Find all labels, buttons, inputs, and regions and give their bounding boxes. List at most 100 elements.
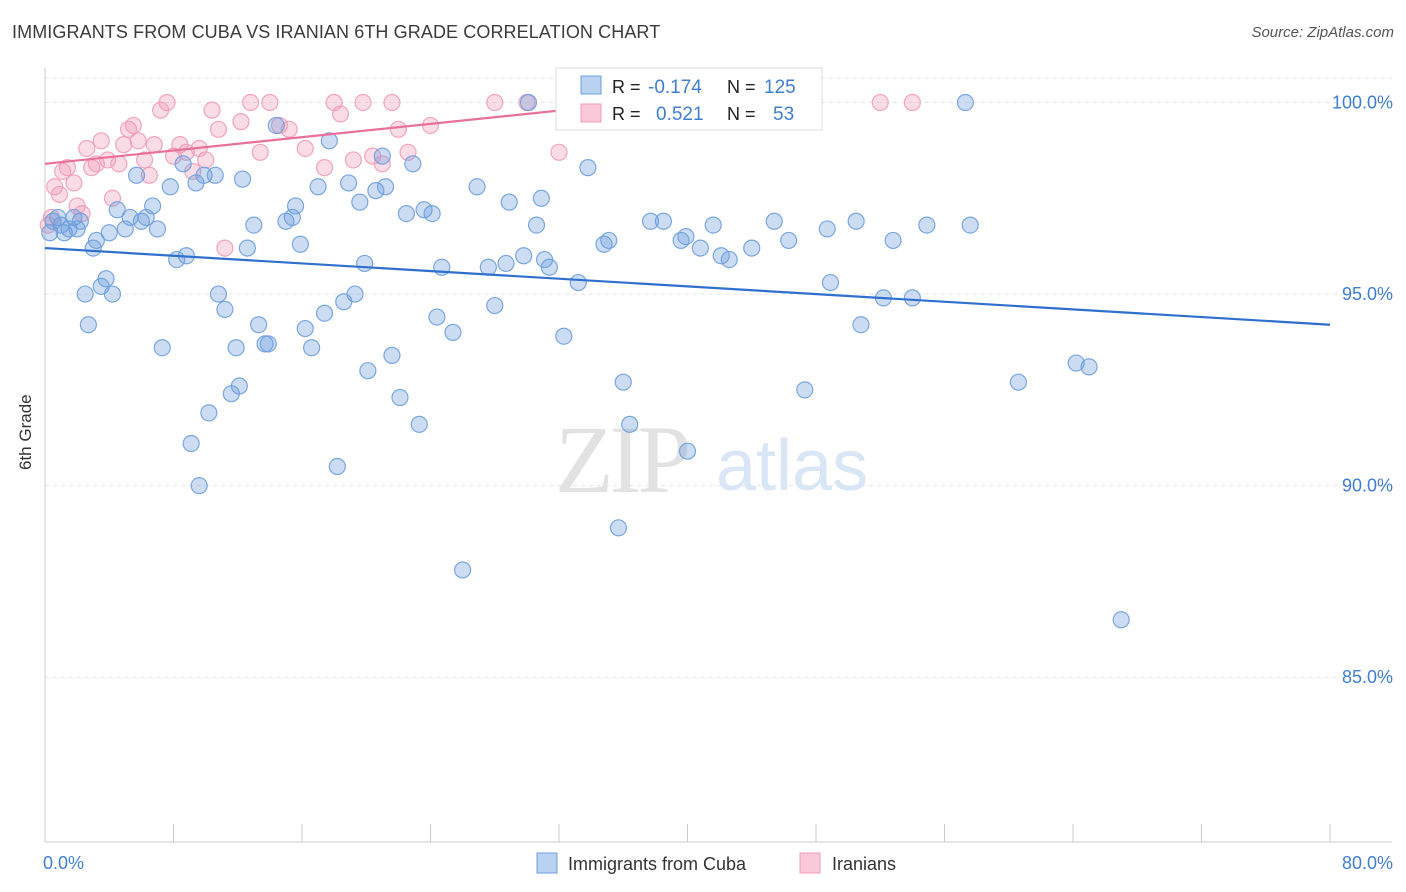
stats-legend: R = -0.174 N = 125 R = 0.521 N = 53 [555, 67, 823, 131]
cuba-point [479, 258, 497, 276]
cuba-point [303, 339, 321, 357]
cuba-point [391, 388, 409, 407]
trend-line-iranians [44, 99, 656, 165]
watermark-atlas: atlas [716, 426, 868, 506]
cuba-point [339, 174, 358, 192]
cuba-point [569, 273, 587, 292]
iranians-point [209, 120, 228, 138]
cuba-point [356, 254, 374, 273]
cuba-point [903, 289, 921, 307]
cuba-point [415, 201, 433, 219]
cuba-point [309, 178, 327, 196]
iranians-point [550, 143, 568, 161]
stats-r-label-iran: R = [612, 104, 641, 124]
iranians-point [486, 93, 504, 112]
cuba-point [423, 205, 441, 223]
iranians-point [242, 93, 260, 112]
cuba-point [410, 415, 428, 433]
cuba-point [291, 235, 309, 253]
iranians-point [145, 136, 163, 154]
legend-label-cuba[interactable]: Immigrants from Cuba [568, 854, 747, 874]
cuba-point [678, 442, 697, 460]
cuba-point [315, 304, 334, 322]
cuba-point [497, 254, 515, 273]
legend-swatch-cuba[interactable] [536, 852, 558, 874]
legend-swatch-iran[interactable] [799, 852, 821, 874]
cuba-point [108, 201, 126, 219]
cuba-point [486, 296, 504, 315]
cuba-point [182, 434, 200, 453]
legend-label-iran[interactable]: Iranians [832, 854, 896, 874]
cuba-point [79, 316, 97, 334]
watermark-zip: ZIP [555, 406, 688, 513]
cuba-point [555, 327, 573, 345]
cuba-point [397, 205, 416, 223]
stats-n-label-iran: N = [727, 104, 756, 124]
cuba-point [765, 212, 783, 230]
iranians-point [110, 155, 128, 173]
cuba-point [250, 316, 268, 334]
cuba-point [76, 285, 94, 303]
cuba-point [1112, 611, 1130, 629]
chart-title: IMMIGRANTS FROM CUBA VS IRANIAN 6TH GRAD… [12, 22, 661, 42]
axes [44, 68, 1392, 843]
cuba-point [712, 247, 730, 265]
iranians-point [296, 139, 314, 158]
cuba-point [918, 216, 936, 234]
cuba-point [245, 216, 263, 234]
cuba-point [233, 170, 252, 188]
cuba-point [87, 231, 106, 250]
iranians-point [216, 239, 234, 257]
stats-swatch-iran [580, 103, 602, 123]
tick-labels: 85.0% 90.0% 95.0% 100.0% 0.0% 80.0% [43, 92, 1393, 873]
cuba-point [600, 231, 618, 250]
cuba-point [127, 166, 146, 184]
stats-swatch-cuba [580, 75, 602, 95]
cuba-point [677, 227, 695, 246]
cuba-point [216, 300, 234, 318]
cuba-point [444, 323, 462, 341]
cuba-point [1080, 358, 1098, 376]
cuba-point [200, 404, 218, 422]
cuba-point [1009, 373, 1027, 391]
cuba-point [367, 182, 385, 200]
iranians-point [65, 174, 83, 192]
cuba-point [206, 166, 224, 184]
iranians-point [331, 105, 350, 123]
y-tick-label-0: 85.0% [1342, 667, 1393, 687]
cuba-point [641, 212, 660, 230]
cuba-point [97, 270, 115, 288]
cuba-point [267, 116, 285, 135]
iranians-point [50, 185, 69, 204]
cuba-point [961, 216, 979, 234]
cuba-point [579, 159, 597, 177]
cuba-point [328, 457, 346, 476]
iranians-point [389, 120, 407, 138]
cuba-point [190, 477, 208, 495]
cuba-point [103, 285, 122, 303]
stats-n-label-cuba: N = [727, 77, 756, 97]
cuba-point [609, 519, 628, 537]
cuba-point [148, 220, 167, 238]
cuba-point [527, 216, 546, 234]
bottom-legend: Immigrants from Cuba Iranians [536, 852, 896, 874]
iranians-point [344, 151, 362, 169]
cuba-point [468, 178, 486, 196]
y-tick-label-1: 90.0% [1342, 476, 1393, 496]
iranians-point [78, 139, 96, 158]
cuba-point [704, 216, 722, 234]
iranians-point [140, 166, 159, 184]
iranians-point [124, 116, 142, 135]
gridlines [45, 77, 1392, 678]
cuba-point [227, 339, 245, 357]
iranians-point [135, 151, 154, 169]
iranians-point [383, 93, 401, 112]
cuba-point [359, 362, 377, 380]
cuba-point [404, 155, 422, 173]
series-immigrants-from-cuba [41, 93, 1130, 629]
cuba-point [238, 239, 256, 257]
cuba-point [346, 285, 364, 303]
cuba-point [428, 308, 446, 326]
iranians-point [129, 132, 147, 150]
